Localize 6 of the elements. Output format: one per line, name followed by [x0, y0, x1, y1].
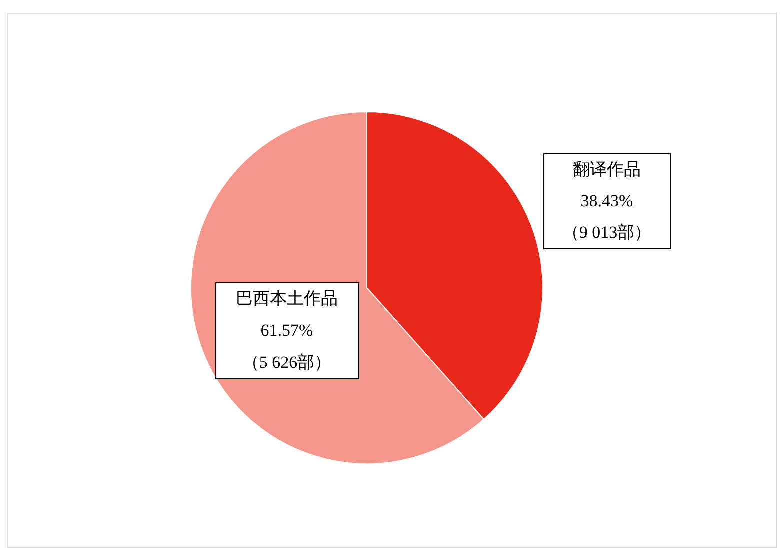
slice-label: 巴西本土作品: [236, 289, 338, 308]
slice-label: 翻译作品: [573, 160, 641, 179]
text: （5 626部）: [242, 353, 332, 372]
data-label: 38.43%: [580, 192, 634, 210]
data-label: 61.57%: [260, 321, 314, 340]
text: （9 013部）: [562, 223, 652, 242]
